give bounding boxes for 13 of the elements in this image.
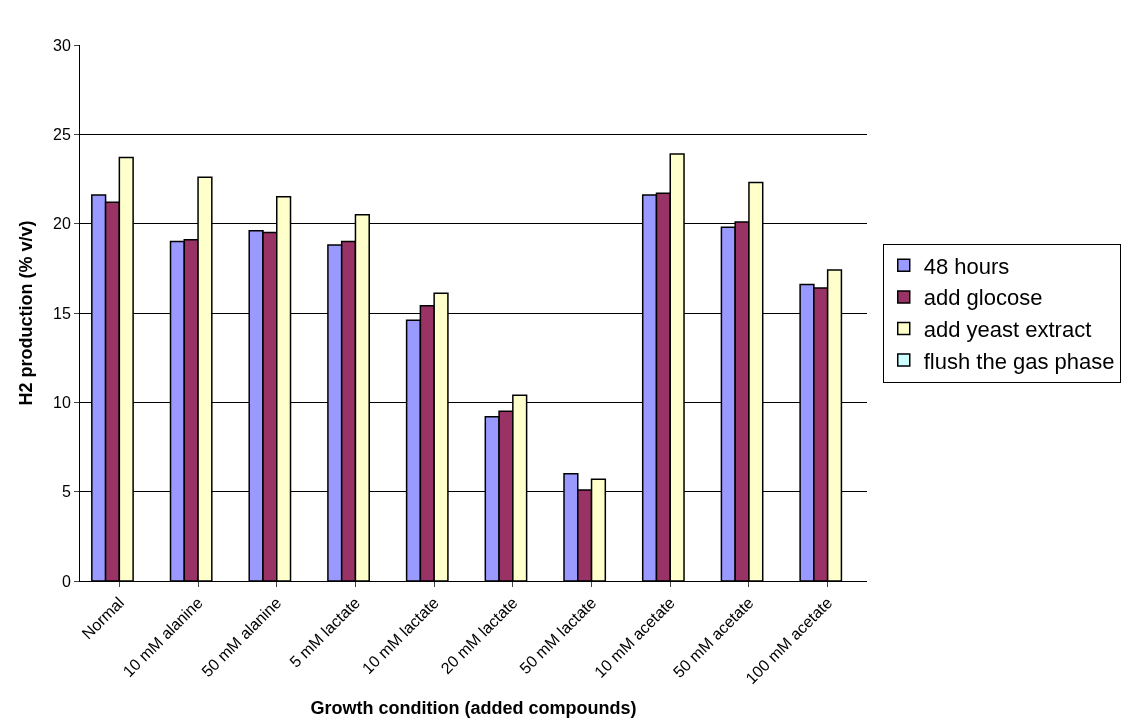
legend-label: add yeast extract [923,317,1092,343]
y-tick-label: 20 [53,215,71,233]
y-tick-label: 15 [53,304,71,322]
legend-label: add glocose [923,285,1043,311]
legend-label: 48 hours [923,253,1010,279]
y-tick-label: 25 [53,125,71,143]
y-tick-label: 0 [61,572,71,590]
y-tick-label: 10 [53,393,71,411]
y-axis-title: H2 production (% v/v) [16,220,37,406]
y-tick-label: 30 [53,36,71,54]
x-axis-title: Growth condition (added compounds) [310,698,637,719]
y-tick-label: 5 [61,483,71,501]
legend-label: flush the gas phase [923,348,1115,374]
